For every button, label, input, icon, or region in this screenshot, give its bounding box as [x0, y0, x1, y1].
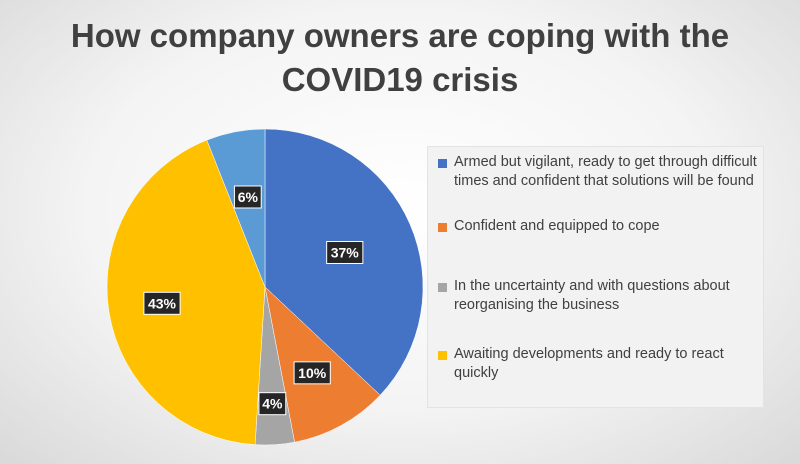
legend-item-confident: Confident and equipped to cope — [438, 217, 760, 239]
data-label-confident: 10% — [293, 361, 331, 385]
data-label-text: 6% — [238, 189, 259, 205]
chart-title-line-2: COVID19 crisis — [281, 61, 519, 98]
data-label-box — [143, 291, 181, 315]
data-label-box — [233, 185, 262, 209]
legend-item-awaiting: Awaiting developments and ready to react… — [438, 345, 760, 385]
chart-title-line-1: How company owners are coping with the — [70, 17, 730, 54]
data-label-box — [258, 392, 287, 416]
legend-swatch-gray — [438, 283, 447, 292]
data-label-other: 6% — [233, 185, 262, 209]
legend-swatch-blue — [438, 159, 447, 168]
data-label-box — [293, 361, 331, 385]
data-label-box — [326, 240, 364, 264]
data-label-text: 4% — [262, 396, 283, 412]
pie-data-labels: 37% 10% 4% 43% 6% — [143, 185, 364, 416]
data-label-armed-but-vigilant: 37% — [326, 240, 364, 264]
data-label-awaiting: 43% — [143, 291, 181, 315]
pie-slice-awaiting — [106, 139, 266, 445]
data-label-text: 10% — [298, 365, 327, 381]
legend-label: Awaiting developments and ready to react… — [454, 346, 724, 381]
legend-swatch-yellow — [438, 351, 447, 360]
chart-title: How company owners are coping with the C… — [0, 14, 800, 102]
data-label-text: 37% — [331, 244, 360, 260]
legend-label: Armed but vigilant, ready to get through… — [454, 154, 757, 189]
legend-item-armed-but-vigilant: Armed but vigilant, ready to get through… — [438, 153, 760, 213]
legend-label: In the uncertainty and with questions ab… — [454, 278, 730, 313]
legend-label: Confident and equipped to cope — [454, 218, 660, 234]
legend: Armed but vigilant, ready to get through… — [427, 146, 764, 408]
legend-swatch-orange — [438, 223, 447, 232]
data-label-uncertainty: 4% — [258, 392, 287, 416]
data-label-text: 43% — [148, 295, 177, 311]
legend-item-uncertainty: In the uncertainty and with questions ab… — [438, 277, 760, 317]
